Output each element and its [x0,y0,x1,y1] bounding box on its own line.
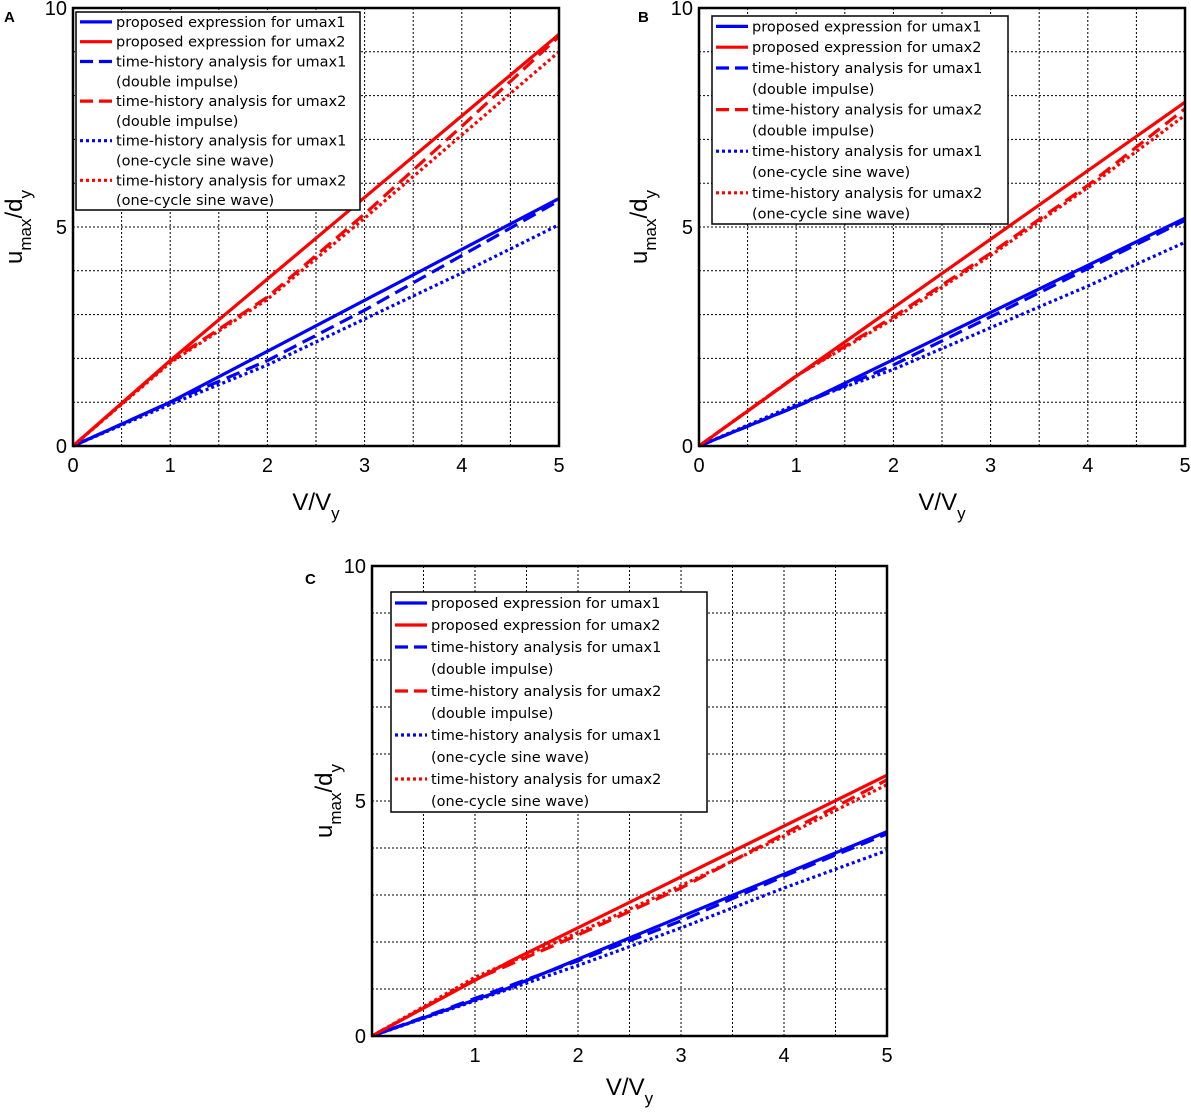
panel-letter: C [305,571,316,588]
legend-label-6: time-history analysis for umax2 [431,772,661,788]
legend-label-4: (double impulse) [752,123,874,139]
series-group [371,773,888,1038]
series-group [698,100,1186,448]
legend-label-5: time-history analysis for umax1 [431,728,661,744]
series-line-3 [72,199,560,448]
legend-label-5: time-history analysis for umax1 [752,144,982,160]
x-tick-label: 1 [791,455,802,477]
x-tick-label: 5 [881,1045,892,1067]
x-tick-label: 2 [888,455,899,477]
y-axis-label: umax/dy [311,764,345,839]
legend-label-2: proposed expression for umax2 [116,35,345,51]
series-line-3 [698,218,1186,448]
y-tick-label: 5 [682,217,693,239]
chart-panel-a: 0 1 2 3 4 5 0 5 10 V/Vy umax/dy A proposed expressio… [1,0,565,523]
y-tick-label: 0 [56,436,67,458]
legend-label-3: (double impulse) [431,662,553,678]
x-tick-label: 5 [1179,455,1190,477]
y-tick-label: 10 [45,0,67,20]
axes-frame [370,564,889,1038]
x-axis-label: V/Vy [292,489,340,523]
x-tick-label: 4 [456,455,467,477]
legend-label-4: time-history analysis for umax2 [752,103,982,119]
series-line-4 [698,107,1186,448]
legend-label-6: (one-cycle sine wave) [116,193,274,209]
legend-label-3: (double impulse) [116,74,238,90]
legend-label-3: time-history analysis for umax1 [431,640,661,656]
x-tick-label: 2 [572,1045,583,1067]
legend-label-2: proposed expression for umax2 [431,618,660,634]
x-tick-label: 3 [359,455,370,477]
legend-label-1: proposed expression for umax1 [116,15,345,31]
legend-label-5: (one-cycle sine wave) [431,750,589,766]
x-axis-label: V/Vy [606,1074,654,1108]
x-tick-label: 1 [165,455,176,477]
legend: proposed expression for umax1 proposed ex… [390,591,708,813]
legend-label-5: (one-cycle sine wave) [752,165,910,181]
y-tick-label: 10 [344,556,366,578]
legend-label-4: time-history analysis for umax2 [431,684,661,700]
legend-label-6: (one-cycle sine wave) [431,794,589,810]
x-tick-label: 1 [469,1045,480,1067]
legend-box [711,15,1009,225]
y-tick-label: 5 [56,217,67,239]
y-axis-label: umax/dy [1,190,35,265]
legend-label-6: time-history analysis for umax2 [116,173,346,189]
x-tick-label: 4 [778,1045,789,1067]
legend-box [390,591,708,813]
axes-frame [697,6,1187,448]
series-line-4 [71,35,561,448]
legend-label-1: proposed expression for umax1 [431,596,660,612]
x-tick-label: 2 [262,455,273,477]
x-tick-label: 0 [693,455,704,477]
legend-label-4: time-history analysis for umax2 [116,94,346,110]
legend-label-4: (double impulse) [116,114,238,130]
x-tick-label: 0 [67,455,78,477]
x-axis-label: V/Vy [918,489,966,523]
y-tick-label: 5 [355,791,366,813]
panel-letter: B [638,9,649,26]
legend-box [75,11,361,211]
y-tick-label: 0 [355,1026,366,1048]
legend: proposed expression for umax1 proposed ex… [711,15,1009,225]
y-tick-label: 10 [671,0,693,20]
legend-label-3: time-history analysis for umax1 [116,55,346,71]
legend-label-3: (double impulse) [752,82,874,98]
legend-label-6: time-history analysis for umax2 [752,186,982,202]
series-line-5 [371,848,888,1038]
series-line-6 [71,50,561,448]
legend-label-1: proposed expression for umax1 [752,19,981,35]
x-tick-label: 5 [553,455,564,477]
legend-label-6: (one-cycle sine wave) [752,207,910,223]
series-line-4 [371,778,888,1038]
y-axis-label: umax/dy [626,190,660,265]
series-line-5 [72,223,560,448]
panel-letter: A [4,9,15,26]
y-tick-label: 0 [682,436,693,458]
legend-label-5: time-history analysis for umax1 [116,134,346,150]
legend: proposed expression for umax1 proposed ex… [75,11,361,211]
x-tick-label: 4 [1082,455,1093,477]
series-line-6 [371,783,888,1038]
series-line-5 [698,240,1186,448]
legend-label-2: proposed expression for umax2 [752,40,981,56]
legend-label-3: time-history analysis for umax1 [752,61,982,77]
axes-frame [71,6,561,448]
x-tick-label: 3 [985,455,996,477]
series-line-3 [371,832,888,1038]
series-line-6 [698,114,1186,448]
x-tick-label: 3 [675,1045,686,1067]
legend-label-4: (double impulse) [431,706,553,722]
legend-label-5: (one-cycle sine wave) [116,154,274,170]
series-group [71,33,561,448]
